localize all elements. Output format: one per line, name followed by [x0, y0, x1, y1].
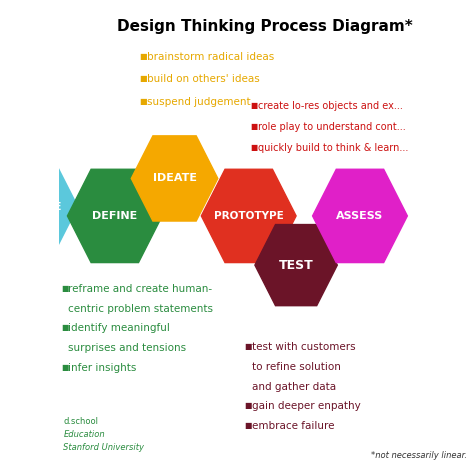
Text: DEFINE: DEFINE	[92, 211, 137, 221]
Text: infer insights: infer insights	[68, 363, 136, 373]
Text: ■: ■	[61, 284, 69, 293]
Text: ■: ■	[61, 323, 69, 332]
Text: ■: ■	[139, 97, 147, 106]
Text: ■: ■	[245, 421, 252, 430]
Text: ■: ■	[139, 52, 147, 61]
Text: IDEATE: IDEATE	[153, 173, 197, 183]
Polygon shape	[201, 169, 296, 263]
Text: ■: ■	[251, 101, 258, 110]
Text: build on others' ideas: build on others' ideas	[147, 74, 260, 84]
Text: TEST: TEST	[279, 259, 313, 272]
Text: ■: ■	[251, 122, 258, 131]
Text: create lo-res objects and ex...: create lo-res objects and ex...	[258, 101, 403, 111]
Text: centric problem statements: centric problem statements	[68, 303, 213, 313]
Text: Design Thinking Process Diagram*: Design Thinking Process Diagram*	[118, 19, 413, 34]
Text: and gather data: and gather data	[252, 382, 336, 392]
Text: ASSESS: ASSESS	[337, 211, 383, 221]
Text: reframe and create human-: reframe and create human-	[68, 284, 212, 294]
Text: role play to understand cont...: role play to understand cont...	[258, 122, 406, 132]
Polygon shape	[67, 169, 162, 263]
Polygon shape	[312, 169, 407, 263]
Text: Stanford University: Stanford University	[64, 444, 144, 453]
Text: ■: ■	[245, 401, 252, 410]
Text: Education: Education	[64, 430, 105, 439]
Polygon shape	[0, 160, 78, 253]
Text: PROTOTYPE: PROTOTYPE	[214, 211, 283, 221]
Text: ■: ■	[61, 363, 69, 372]
Text: quickly build to think & learn...: quickly build to think & learn...	[258, 143, 409, 153]
Polygon shape	[131, 136, 218, 221]
Text: *not necessarily linear.: *not necessarily linear.	[371, 450, 467, 459]
Text: ■: ■	[251, 143, 258, 152]
Text: ■: ■	[139, 74, 147, 83]
Text: gain deeper enpathy: gain deeper enpathy	[252, 401, 361, 411]
Text: EMPATHIZE: EMPATHIZE	[0, 201, 61, 211]
Text: to refine solution: to refine solution	[252, 362, 341, 372]
Text: suspend judgement: suspend judgement	[147, 97, 251, 107]
Text: d.school: d.school	[64, 417, 98, 426]
Text: test with customers: test with customers	[252, 342, 356, 352]
Text: embrace failure: embrace failure	[252, 421, 335, 431]
Text: brainstorm radical ideas: brainstorm radical ideas	[147, 52, 274, 62]
Text: ■: ■	[245, 342, 252, 351]
Polygon shape	[255, 225, 337, 306]
Text: identify meaningful: identify meaningful	[68, 323, 170, 333]
Text: surprises and tensions: surprises and tensions	[68, 343, 186, 353]
